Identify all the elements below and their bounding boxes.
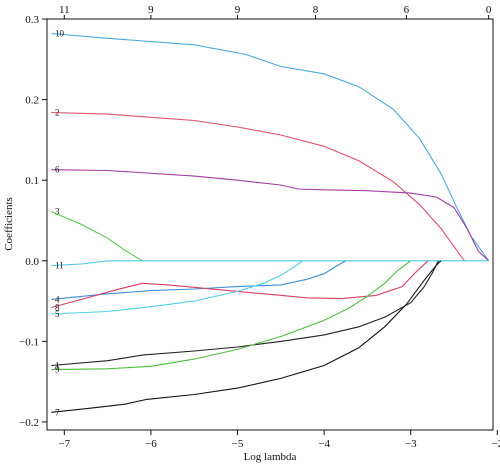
y-tick-label: −0.2 bbox=[19, 417, 39, 429]
coefficient-path-10 bbox=[51, 32, 490, 262]
curve-label-2: 2 bbox=[55, 107, 60, 117]
curve-labels-layer: 10 2 6 3 11 485 19 7 bbox=[55, 29, 65, 418]
coefficient-path-4 bbox=[51, 260, 347, 300]
curve-label-3: 3 bbox=[55, 207, 60, 217]
plot-frame bbox=[46, 18, 494, 431]
coefficient-path-6 bbox=[51, 169, 490, 262]
x-tick-label: −5 bbox=[232, 438, 244, 450]
curve-label-9: 9 bbox=[55, 365, 60, 375]
curve-label-10: 10 bbox=[55, 29, 65, 39]
coefficient-path-1 bbox=[51, 260, 439, 367]
coefficient-path-8 bbox=[51, 260, 429, 309]
top-tick-label: 8 bbox=[313, 4, 319, 16]
x-tick-label: −7 bbox=[58, 438, 70, 450]
x-tick-label: −2 bbox=[491, 438, 500, 450]
x-tick-label: −4 bbox=[318, 438, 330, 450]
curve-label-5: 5 bbox=[55, 309, 60, 319]
y-tick-label: 0.2 bbox=[25, 95, 39, 107]
curve-label-1: 1 bbox=[55, 361, 60, 371]
coefficient-path-5 bbox=[51, 260, 303, 315]
curves-layer bbox=[51, 32, 490, 413]
coefficient-path-2 bbox=[51, 111, 465, 262]
coefficient-path-9 bbox=[51, 260, 412, 371]
coefficient-path-7 bbox=[51, 260, 442, 413]
curve-label-11: 11 bbox=[55, 261, 64, 271]
top-tick-label: 11 bbox=[59, 4, 70, 16]
y-tick-label: 0.1 bbox=[25, 175, 39, 187]
top-tick-label: 9 bbox=[235, 4, 241, 16]
x-axis-label: Log lambda bbox=[244, 451, 297, 463]
top-tick-label: 9 bbox=[148, 4, 154, 16]
curve-label-7: 7 bbox=[55, 407, 60, 417]
top-tick-label: 0 bbox=[486, 4, 492, 16]
coefficient-path-11 bbox=[51, 260, 489, 267]
curve-label-8: 8 bbox=[55, 303, 60, 313]
x-tick-label: −3 bbox=[405, 438, 417, 450]
y-tick-label: −0.1 bbox=[19, 336, 39, 348]
y-tick-label: 0.3 bbox=[25, 14, 39, 26]
curve-label-4: 4 bbox=[55, 294, 60, 304]
y-tick-label: 0.0 bbox=[25, 256, 39, 268]
x-axis: −7 −6 −5 −4 −3 −2 bbox=[58, 430, 500, 450]
y-axis-label: Coefficients bbox=[3, 197, 15, 251]
y-axis: −0.2 −0.1 0.0 0.1 0.2 0.3 bbox=[19, 14, 47, 429]
curve-label-6: 6 bbox=[55, 165, 60, 175]
top-axis: 11 9 9 8 6 0 bbox=[59, 4, 492, 19]
x-tick-label: −6 bbox=[145, 438, 157, 450]
coefficient-path-3 bbox=[51, 211, 143, 262]
top-tick-label: 6 bbox=[404, 4, 410, 16]
